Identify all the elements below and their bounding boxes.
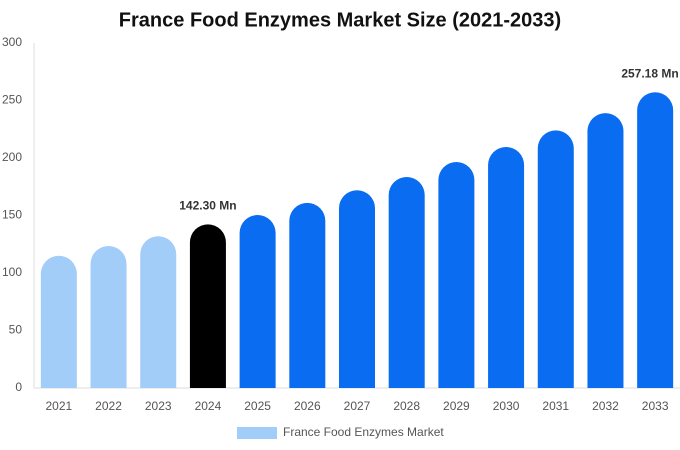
x-tick-label: 2026 <box>294 399 321 413</box>
x-tick-label: 2021 <box>45 399 72 413</box>
bar <box>637 92 674 389</box>
bar <box>388 176 425 388</box>
y-tick-label: 50 <box>9 323 23 337</box>
x-tick-label: 2024 <box>195 399 222 413</box>
legend-label: France Food Enzymes Market <box>283 425 444 439</box>
bar <box>488 146 525 388</box>
y-tick-label: 100 <box>2 265 22 279</box>
bar <box>189 224 226 388</box>
x-tick-label: 2030 <box>493 399 520 413</box>
bar <box>537 130 574 388</box>
bar <box>438 162 475 388</box>
bar <box>587 113 624 388</box>
y-tick-label: 300 <box>2 35 22 49</box>
chart-title: France Food Enzymes Market Size (2021-20… <box>119 9 561 31</box>
y-tick-label: 0 <box>15 380 22 394</box>
bar <box>40 255 77 388</box>
bar <box>90 245 127 388</box>
x-tick-label: 2028 <box>393 399 420 413</box>
bar <box>140 236 177 388</box>
y-tick-label: 200 <box>2 150 22 164</box>
x-tick-label: 2031 <box>542 399 569 413</box>
bar <box>339 190 375 388</box>
x-tick-label: 2027 <box>344 399 371 413</box>
value-label: 142.30 Mn <box>179 199 236 213</box>
bar <box>239 215 276 388</box>
x-tick-label: 2033 <box>642 399 669 413</box>
y-tick-label: 150 <box>2 208 22 222</box>
x-tick-label: 2025 <box>244 399 271 413</box>
x-tick-label: 2022 <box>95 399 122 413</box>
value-label: 257.18 Mn <box>621 66 678 80</box>
x-tick-label: 2029 <box>443 399 470 413</box>
x-tick-label: 2023 <box>145 399 172 413</box>
y-tick-label: 250 <box>2 93 22 107</box>
x-tick-label: 2032 <box>592 399 619 413</box>
legend-swatch <box>237 427 277 439</box>
bar <box>289 202 326 388</box>
